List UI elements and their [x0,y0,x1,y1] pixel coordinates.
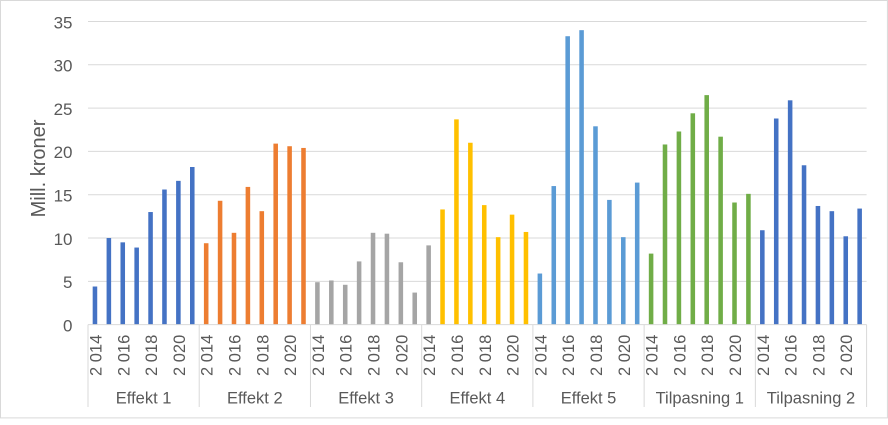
svg-text:2 020: 2 020 [616,335,634,376]
svg-text:20: 20 [54,143,73,162]
svg-text:2 014: 2 014 [755,335,773,376]
svg-text:2 016: 2 016 [338,335,356,376]
svg-text:2 018: 2 018 [588,335,606,376]
svg-text:2 014: 2 014 [532,335,550,376]
svg-text:Effekt 4: Effekt 4 [449,390,505,408]
svg-text:2 020: 2 020 [171,335,189,376]
svg-text:Effekt 3: Effekt 3 [338,390,394,408]
svg-text:2 016: 2 016 [115,335,133,376]
svg-text:Effekt 2: Effekt 2 [227,390,283,408]
svg-text:2 018: 2 018 [699,335,717,376]
svg-text:2 020: 2 020 [838,335,856,376]
svg-text:Tilpasning 2: Tilpasning 2 [767,390,855,408]
svg-text:2 014: 2 014 [310,335,328,376]
svg-text:2 016: 2 016 [671,335,689,376]
svg-text:Tilpasning 1: Tilpasning 1 [656,390,744,408]
svg-text:5: 5 [63,273,72,292]
svg-text:15: 15 [54,187,73,206]
svg-text:30: 30 [54,57,73,76]
svg-text:2 020: 2 020 [727,335,745,376]
svg-text:25: 25 [54,100,73,119]
svg-text:2 016: 2 016 [560,335,578,376]
svg-text:2 018: 2 018 [810,335,828,376]
svg-text:0: 0 [63,316,72,335]
svg-text:35: 35 [54,13,73,32]
svg-text:Effekt 5: Effekt 5 [561,390,617,408]
svg-text:2 018: 2 018 [254,335,272,376]
svg-text:2 018: 2 018 [366,335,384,376]
svg-text:2 020: 2 020 [393,335,411,376]
svg-text:2 020: 2 020 [505,335,523,376]
svg-text:2 014: 2 014 [199,335,217,376]
svg-text:2 016: 2 016 [226,335,244,376]
svg-text:Effekt 1: Effekt 1 [116,390,172,408]
svg-text:Mill. kroner: Mill. kroner [28,119,50,217]
svg-text:2 016: 2 016 [783,335,801,376]
svg-text:2 014: 2 014 [421,335,439,376]
svg-text:10: 10 [54,230,73,249]
svg-text:2 018: 2 018 [477,335,495,376]
svg-text:2 020: 2 020 [282,335,300,376]
svg-text:2 014: 2 014 [644,335,662,376]
svg-text:2 018: 2 018 [143,335,161,376]
svg-text:2 014: 2 014 [87,335,105,376]
svg-text:2 016: 2 016 [449,335,467,376]
